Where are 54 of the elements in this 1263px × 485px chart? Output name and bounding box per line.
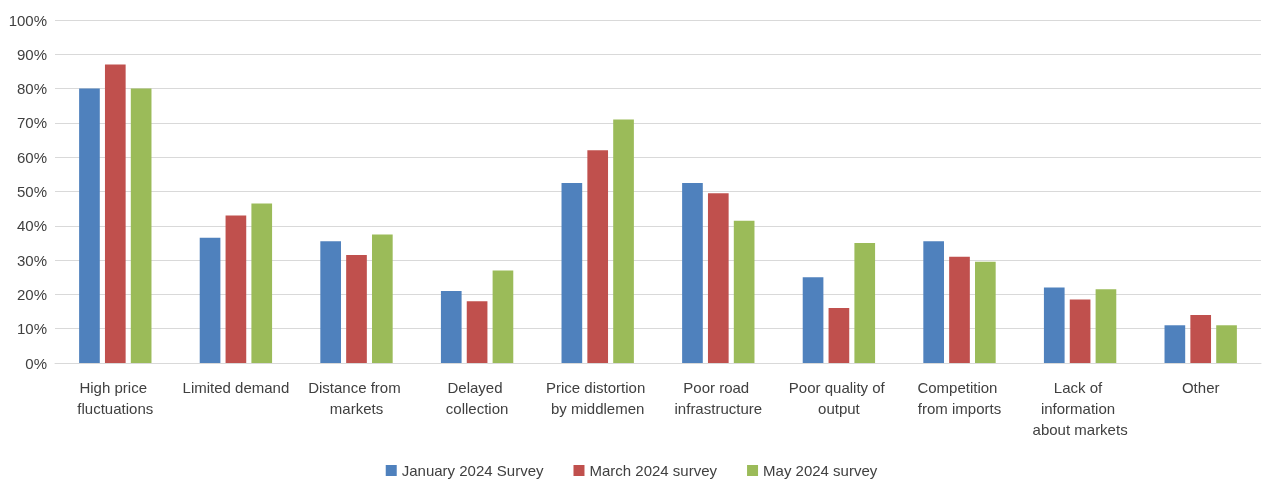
bar <box>975 261 996 363</box>
x-tick-label: Poor road infrastructure <box>674 379 763 417</box>
bar <box>1095 289 1117 363</box>
y-tick-label: 60% <box>16 148 47 166</box>
x-tick-label: Lack of information about markets <box>1032 379 1128 438</box>
x-tick-label: Price distortion by middlemen <box>546 379 650 417</box>
y-tick-label: 0% <box>25 354 47 372</box>
bar <box>854 242 876 363</box>
bar <box>346 254 367 363</box>
y-tick-label: 50% <box>16 183 47 200</box>
bar <box>1043 287 1065 363</box>
x-tick-label: Poor quality of output <box>788 379 889 417</box>
bar <box>492 270 514 363</box>
legend-label: January 2024 Survey <box>401 462 544 479</box>
bar <box>104 64 126 363</box>
bar <box>199 237 221 363</box>
y-tick-label: 70% <box>16 114 47 132</box>
bar <box>1164 325 1186 363</box>
legend-label: March 2024 survey <box>589 462 718 479</box>
bar <box>828 308 850 363</box>
bar <box>225 215 247 363</box>
x-tick-label: Delayed collection <box>445 379 509 417</box>
y-tick-label: 80% <box>16 80 47 98</box>
bar <box>79 88 100 363</box>
y-tick-label: 40% <box>16 217 47 235</box>
bar <box>372 234 393 363</box>
bar <box>251 203 273 363</box>
y-tick-label: 20% <box>16 285 47 303</box>
x-tick-label: Competition from imports <box>917 379 1002 417</box>
bar <box>707 193 729 363</box>
bar <box>130 88 152 363</box>
bar <box>733 220 755 363</box>
y-tick-label: 30% <box>16 251 47 269</box>
bar <box>682 182 703 363</box>
bar <box>587 150 609 363</box>
x-tick-label: Limited demand <box>182 379 290 396</box>
bar <box>1069 299 1091 363</box>
bar <box>561 182 583 363</box>
bar <box>1190 314 1212 363</box>
bar <box>802 277 824 363</box>
bar <box>1216 325 1237 363</box>
bar <box>613 119 634 363</box>
bar <box>949 256 970 363</box>
x-tick-label: Distance from markets <box>308 379 405 417</box>
y-tick-label: 100% <box>8 11 47 29</box>
bar <box>320 241 341 363</box>
x-tick-label: Other <box>1181 379 1220 396</box>
legend-label: May 2024 survey <box>763 462 878 479</box>
y-tick-label: 90% <box>16 45 47 63</box>
y-tick-label: 10% <box>16 320 47 338</box>
bar <box>440 290 462 363</box>
bar <box>466 301 488 363</box>
bar <box>923 241 944 363</box>
x-tick-label: High price fluctuations <box>77 379 154 417</box>
